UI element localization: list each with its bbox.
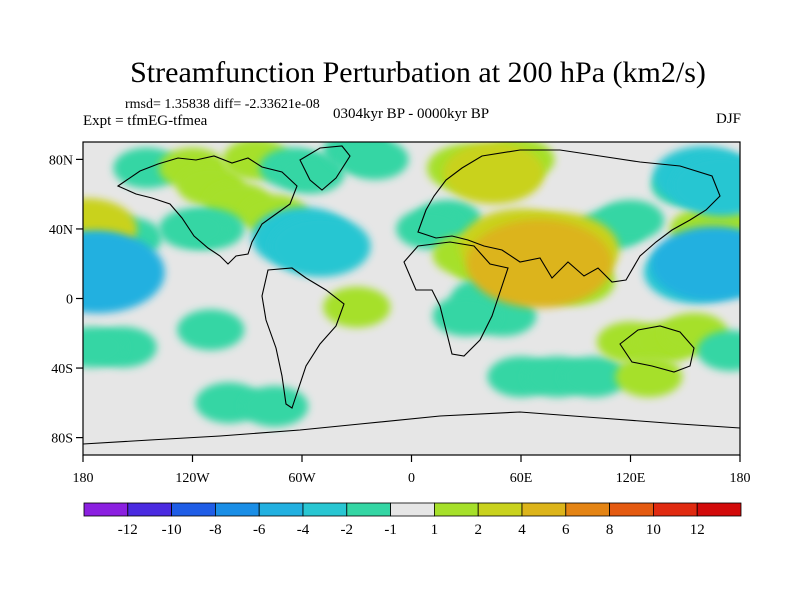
colorbar-label: 12 <box>690 522 705 538</box>
colorbar: -12 -10 -8 -6 -4 -2 -1 1 2 4 6 8 10 12 <box>83 502 742 538</box>
map-area <box>82 141 741 456</box>
x-tick-label: 120E <box>616 471 646 486</box>
colorbar-swatch <box>302 502 348 517</box>
anomaly-negative-45 <box>269 215 371 277</box>
anomaly-positive-56 <box>466 219 613 308</box>
y-tick-label: 80N <box>49 153 73 168</box>
coast-greenland <box>299 145 351 191</box>
anomaly-field <box>83 142 740 427</box>
anomaly-positive-46 <box>443 142 545 204</box>
colorbar-swatch <box>171 502 216 517</box>
season-label: DJF <box>716 111 741 127</box>
colorbar-label: 8 <box>606 522 614 538</box>
anomaly-negative-35 <box>596 199 665 241</box>
y-tick-label: 80S <box>51 432 73 447</box>
x-tick-label: 60E <box>510 471 533 486</box>
coast-north-america <box>116 155 298 265</box>
anomaly-negative-18 <box>241 385 309 427</box>
coast-eurasia <box>417 149 721 283</box>
coast-africa <box>403 241 509 357</box>
x-tick-label: 180 <box>730 471 751 486</box>
colorbar-swatch <box>565 502 610 517</box>
anomaly-positive-33 <box>615 356 683 398</box>
anomaly-negative-15 <box>341 142 409 180</box>
colorbar-swatch <box>609 502 654 517</box>
anomaly-negative-39 <box>697 330 740 372</box>
anomaly-negative-13 <box>158 208 227 250</box>
anomaly-negative-29 <box>560 356 628 398</box>
coast-antarctica <box>83 411 740 445</box>
colorbar-label: -2 <box>341 522 354 538</box>
map-axes: 180 120W 60W 0 60E 120E 180 80N 40N 0 40S 80S <box>49 153 751 486</box>
colorbar-swatch <box>521 502 567 517</box>
colorbar-swatch <box>83 502 129 517</box>
colorbar-label: -4 <box>297 522 310 538</box>
colorbar-label: -10 <box>162 522 182 538</box>
experiment-label: Expt = tfmEG-tfmea <box>83 113 208 129</box>
colorbar-label: -8 <box>209 522 222 538</box>
y-tick-label: 40S <box>51 362 73 377</box>
colorbar-swatch <box>433 502 479 517</box>
colorbar-label: 6 <box>562 522 570 538</box>
colorbar-label: 10 <box>646 522 661 538</box>
coast-australia <box>619 325 695 373</box>
anomaly-negative-48 <box>671 154 740 217</box>
x-tick-label: 0 <box>408 471 415 486</box>
x-tick-label: 120W <box>175 471 210 486</box>
y-tick-label: 0 <box>66 293 73 308</box>
coastlines <box>83 145 740 445</box>
colorbar-swatch <box>477 502 523 517</box>
colorbar-label: 1 <box>431 522 439 538</box>
colorbar-swatch <box>696 502 742 517</box>
colorbar-swatch <box>214 502 260 517</box>
x-tick-label: 60W <box>288 471 316 486</box>
anomaly-negative-26 <box>432 295 500 337</box>
colorbar-label: 4 <box>518 522 526 538</box>
anomaly-negative-2 <box>83 326 126 368</box>
colorbar-label: -12 <box>118 522 138 538</box>
colorbar-swatch <box>258 502 304 517</box>
colorbar-label: -6 <box>253 522 266 538</box>
x-tick-label: 180 <box>73 471 94 486</box>
y-tick-label: 40N <box>49 223 73 238</box>
anomaly-negative-3 <box>177 309 245 351</box>
chart-title: Streamfunction Perturbation at 200 hPa (… <box>130 56 706 89</box>
anomaly-negative-54 <box>651 226 740 302</box>
stats-label: rmsd= 1.35838 diff= -2.33621e-08 <box>125 97 320 112</box>
colorbar-swatch <box>390 502 435 517</box>
anomaly-negative-55 <box>83 231 165 314</box>
colorbar-swatch <box>346 502 391 517</box>
period-label: 0304kyr BP - 0000kyr BP <box>333 106 489 122</box>
colorbar-swatch <box>653 502 698 517</box>
colorbar-label: -1 <box>384 522 397 538</box>
colorbar-swatch <box>127 502 173 517</box>
coast-south-america <box>261 267 345 409</box>
anomaly-positive-16 <box>323 286 391 328</box>
colorbar-label: 2 <box>474 522 482 538</box>
